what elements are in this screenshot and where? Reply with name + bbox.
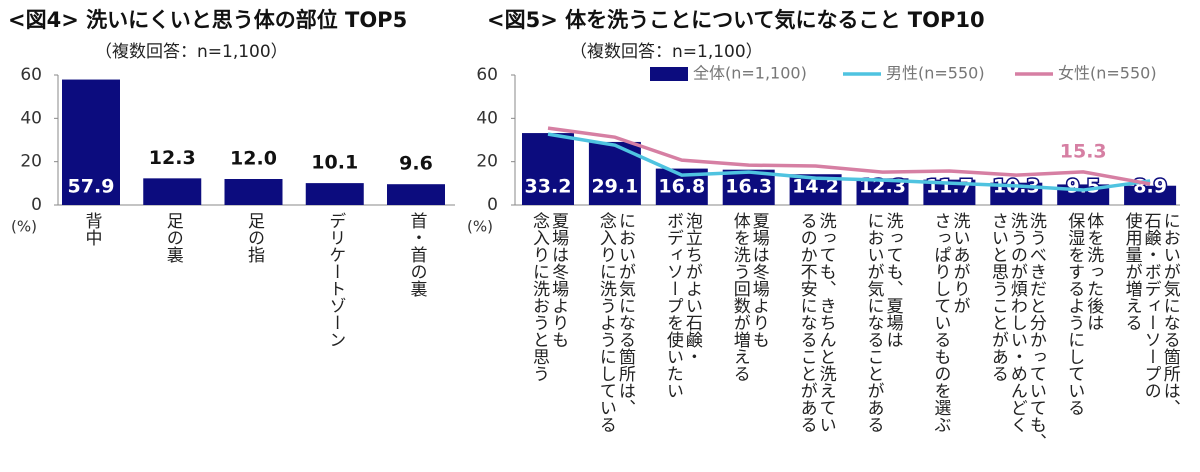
bar (62, 79, 120, 205)
value-label: 33.2 (525, 176, 572, 198)
x-tick-label: においが気になる箇所は、 念入りに洗うようにしている (595, 212, 635, 433)
value-label: 12.0 (230, 148, 277, 170)
y-tick-label: 60 (20, 65, 42, 85)
x-tick-label: 夏場は冬場よりも 体を洗う回数が増える (729, 212, 769, 382)
chart-title: <図5> 体を洗うことについて気になること TOP10 (487, 8, 985, 32)
bar (522, 133, 574, 205)
x-tick-label: 洗っても、きちんと洗えてい るのか不安になることがある (796, 212, 836, 433)
line (547, 132, 1151, 192)
bar (1124, 185, 1177, 205)
x-tick-label: 背中 (81, 212, 102, 246)
x-tick-label: 洗いあがりが さっぱりしているものを選ぶ (930, 212, 970, 433)
bar (143, 178, 202, 205)
value-label: 57.9 (68, 176, 115, 198)
value-label: 8.9 (1133, 176, 1167, 198)
line (547, 126, 1151, 186)
bar (722, 169, 775, 205)
x-tick-label: 足の裏 (162, 212, 183, 263)
y-tick-label: 0 (31, 195, 42, 215)
y-tick-label: 40 (476, 108, 498, 128)
y-tick-label: 20 (476, 152, 498, 172)
legend-swatch (650, 67, 688, 81)
bar (224, 179, 283, 205)
chart-title: <図4> 洗いにくいと思う体の部位 TOP5 (8, 8, 408, 32)
y-tick-label: 40 (20, 108, 42, 128)
x-tick-label: 洗っても、夏場は においが気になることがある (863, 212, 903, 433)
chart-subtitle: （複数回答：n=1,100） (570, 42, 763, 62)
legend-label: 男性(n=550) (886, 64, 985, 83)
x-tick-label: 首・首の裏 (406, 212, 427, 297)
x-tick-label: デリケートゾーン (325, 212, 346, 348)
value-label: 29.1 (591, 176, 638, 198)
y-axis-label: (%) (467, 218, 493, 236)
bar (856, 178, 909, 205)
x-tick-label: 泡立ちがよい石鹸・ ボディソープを使いたい (662, 212, 702, 399)
y-axis-label: (%) (11, 218, 37, 236)
legend-label: 女性(n=550) (1058, 64, 1157, 83)
value-label: 16.3 (725, 176, 772, 198)
value-label: 11.7 (926, 176, 973, 198)
chart-subtitle: （複数回答：n=1,100） (95, 42, 288, 62)
x-tick-label: 夏場は冬場よりも 念入りに洗おうと思う (529, 212, 569, 382)
x-tick-label: 洗うべきだと分かっていても、 洗うのが煩わしい・めんどく さいと思うことがある (987, 212, 1046, 450)
value-label: 15.3 (1060, 140, 1107, 162)
value-label: 10.1 (311, 152, 358, 174)
x-tick-label: 体を洗った後は 保湿をするようにしている (1064, 212, 1104, 416)
y-tick-label: 60 (476, 65, 498, 85)
y-tick-label: 0 (487, 195, 498, 215)
bar (305, 183, 364, 205)
value-label: 16.8 (658, 176, 705, 198)
legend-label: 全体(n=1,100) (693, 64, 807, 83)
value-label: 9.5 (1066, 176, 1100, 198)
bar (387, 184, 445, 205)
value-label: 12.3 (149, 147, 196, 169)
value-label: 9.6 (399, 153, 433, 175)
x-tick-label: においが気になる箇所は、 石鹸・ボディーソープの 使用量が増える (1121, 212, 1180, 416)
x-tick-label: 足の指 (244, 212, 265, 263)
y-tick-label: 20 (20, 152, 42, 172)
